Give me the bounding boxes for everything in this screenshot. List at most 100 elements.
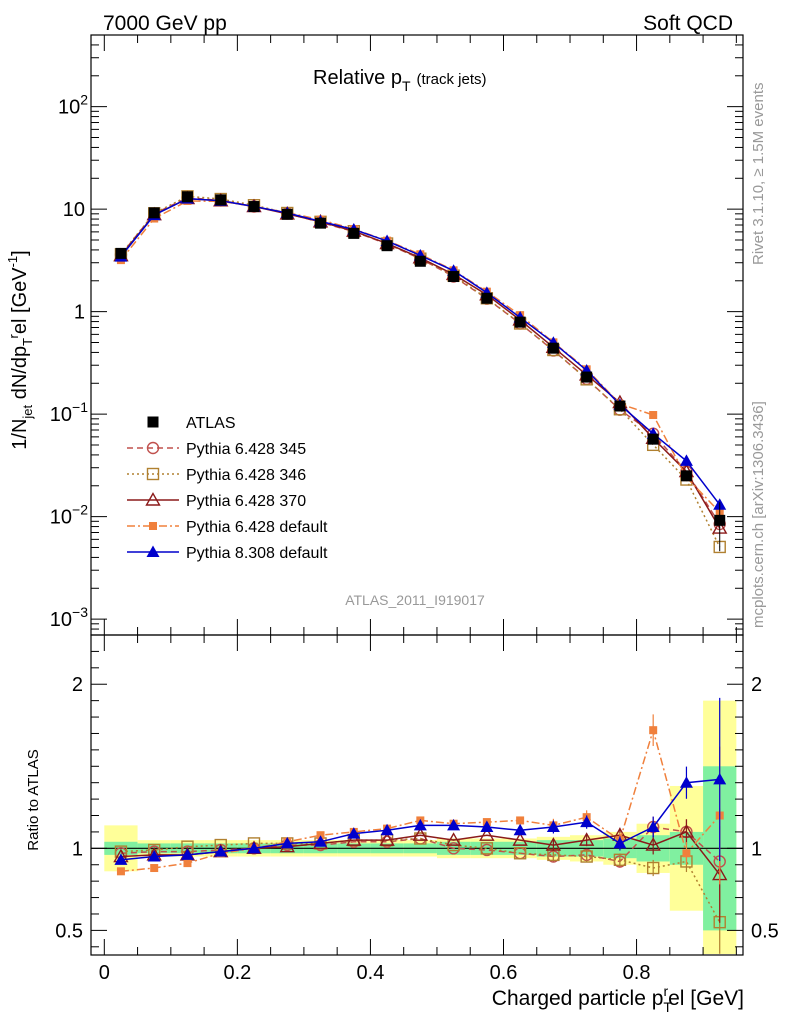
- legend-marker-atlas: [147, 416, 159, 428]
- atlas-point: [647, 433, 659, 445]
- ratio-series-point: [214, 845, 228, 857]
- ratio-tick-label-left: 1: [72, 838, 83, 860]
- ratio-tick-label-left: 0.5: [55, 920, 83, 942]
- ratio-series-point: [613, 836, 627, 849]
- main-series: [113, 190, 728, 554]
- x-label-sub: T: [663, 999, 672, 1015]
- x-tick-label: 0.4: [357, 962, 385, 984]
- ratio-series-4: [114, 697, 727, 865]
- atlas-point: [481, 292, 493, 304]
- ratio-series-point: [679, 776, 693, 788]
- y-label-T: T: [20, 338, 35, 346]
- legend-item-3: Pythia 6.428 default: [127, 519, 328, 536]
- main-series-atlas: [115, 191, 726, 552]
- y-tick-base: 10: [50, 609, 72, 631]
- ratio-axis-ticks: 2 2 1 1 0.5 0.5 0 0.2 0.4 0.6 0.8: [55, 635, 779, 984]
- atlas-point: [514, 316, 526, 328]
- ratio-series-point: [512, 832, 528, 846]
- atlas-point: [414, 255, 426, 267]
- atlas-point: [148, 207, 160, 219]
- main-series-point: [649, 411, 658, 420]
- main-series-4: [114, 192, 727, 510]
- ratio-series-point: [678, 824, 695, 838]
- y-tick-base: 10: [63, 199, 85, 221]
- ratio-series-point: [480, 820, 494, 832]
- ratio-axis-label: Ratio to ATLAS: [25, 749, 42, 850]
- atlas-point: [614, 400, 626, 412]
- header-left: 7000 GeV pp: [103, 12, 227, 35]
- chart-title-main: Relative p: [313, 67, 402, 89]
- atlas-point: [315, 217, 327, 229]
- x-label-tail: el [GeV]: [668, 987, 744, 1010]
- y-label-jet: jet: [20, 404, 35, 419]
- ratio-series-point: [180, 848, 194, 860]
- y-tick-label: 10: [63, 199, 85, 221]
- y-tick-label: 10−2: [50, 502, 88, 529]
- legend-label: Pythia 8.308 default: [186, 545, 328, 562]
- atlas-point: [680, 470, 692, 482]
- x-axis-label: Charged particle pTrel [GeV]: [492, 983, 744, 1015]
- y-tick-label: 10−1: [50, 399, 88, 426]
- y-tick-exp: −2: [72, 502, 88, 518]
- legend-label: Pythia 6.428 346: [186, 467, 306, 484]
- ratio-series-point: [513, 847, 527, 860]
- ratio-tick-label-right: 2: [751, 674, 762, 696]
- legend: ATLAS Pythia 6.428 345 Pythia 6.428 346 Pyt…: [127, 415, 328, 562]
- y-tick-exp: −3: [72, 604, 88, 620]
- y-tick-base: 10: [58, 97, 80, 119]
- ratio-series-point: [150, 864, 159, 873]
- y-label-exp: -1: [5, 256, 20, 268]
- x-tick-label: 0.2: [223, 962, 251, 984]
- ratio-series-point: [513, 823, 527, 836]
- main-series-point: [679, 454, 693, 466]
- ratio-series-point: [646, 861, 660, 875]
- y-tick-base: 10: [50, 507, 72, 529]
- legend-marker: [146, 545, 160, 557]
- ratio-series-point: [645, 837, 661, 851]
- ratio-series-point: [379, 832, 395, 846]
- ratio-series-point: [479, 827, 495, 841]
- legend-marker: [145, 492, 161, 506]
- ratio-series-point: [114, 853, 128, 865]
- legend-marker: [149, 522, 157, 530]
- ratio-series-point: [580, 850, 593, 863]
- x-tick-label: 0.6: [490, 962, 518, 984]
- x-label-sup: r: [663, 983, 668, 999]
- y-label-c: el [GeV: [9, 267, 31, 334]
- ratio-series-point: [578, 832, 595, 846]
- atlas-point: [547, 342, 559, 354]
- y-tick-base: 10: [50, 404, 72, 426]
- y-axis-label: 1/Njet dN/dpTrel [GeV-1]: [5, 250, 35, 449]
- ratio-series-point: [412, 827, 429, 841]
- legend-label: Pythia 6.428 370: [186, 493, 306, 510]
- chart-title: Relative pT (track jets): [313, 67, 487, 94]
- legend-marker: [146, 441, 160, 455]
- legend-label: Pythia 6.428 default: [186, 519, 328, 536]
- atlas-point: [181, 191, 193, 203]
- legend-item-atlas: ATLAS: [147, 415, 236, 432]
- ratio-series-point: [280, 836, 294, 849]
- x-tick-label: 0.8: [623, 962, 651, 984]
- ratio-tick-label-right: 1: [751, 838, 762, 860]
- atlas-point: [348, 227, 360, 239]
- ratio-series-point: [649, 726, 658, 735]
- ratio-series-point: [346, 832, 362, 846]
- header-right: Soft QCD: [643, 12, 733, 35]
- x-label-main: Charged particle p: [492, 987, 664, 1010]
- y-tick-exp: 2: [80, 92, 88, 108]
- atlas-point: [714, 514, 726, 526]
- ratio-series-point: [546, 820, 560, 832]
- ratio-series-point: [347, 827, 361, 839]
- chart-title-extra: (track jets): [417, 71, 487, 88]
- legend-item-2: Pythia 6.428 370: [127, 492, 306, 510]
- ratio-series-point: [183, 859, 192, 868]
- main-series-line: [120, 197, 721, 506]
- chart-title-sub: T: [402, 78, 411, 94]
- ratio-series-point: [316, 831, 325, 840]
- y-tick-label: 10−3: [50, 604, 88, 631]
- ratio-series-point: [147, 850, 161, 862]
- ratio-series-point: [480, 842, 494, 855]
- ratio-series-point: [445, 832, 462, 846]
